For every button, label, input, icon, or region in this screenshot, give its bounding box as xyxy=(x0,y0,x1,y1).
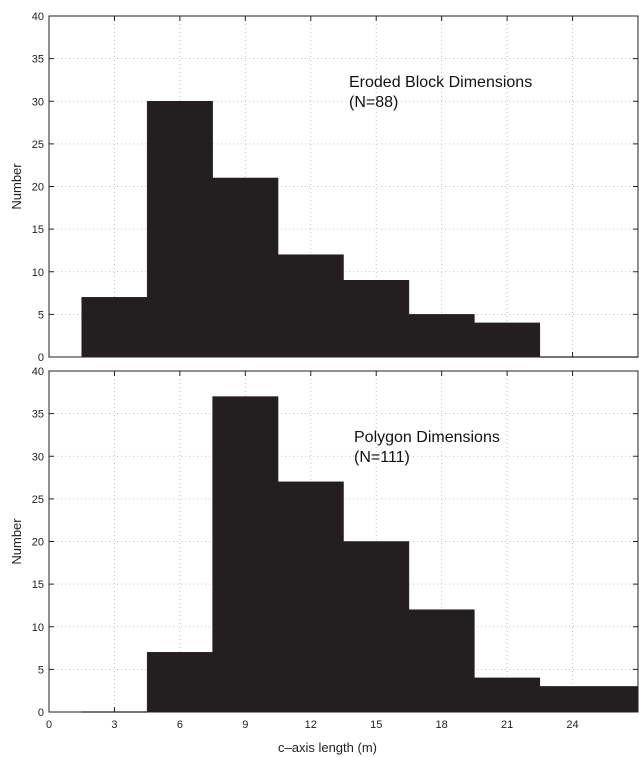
annotation-text: (N=88) xyxy=(349,94,398,111)
histogram-panel-1: 0 5 10 15 20 25 30 35 40 Number Eroded Block Dimen… xyxy=(9,11,639,364)
histogram-bar xyxy=(474,677,541,713)
x-tick-label: 24 xyxy=(566,719,578,731)
y-tick-label: 25 xyxy=(32,494,44,506)
histogram-bar xyxy=(277,481,344,713)
histogram-bar xyxy=(146,652,213,713)
y-tick-label: 0 xyxy=(38,352,44,364)
histogram-bar xyxy=(605,686,639,713)
x-tick-label: 21 xyxy=(501,719,513,731)
y-tick-label: 40 xyxy=(32,11,44,23)
annotation-text: (N=111) xyxy=(354,449,410,466)
y-tick-label: 40 xyxy=(32,366,44,378)
y-tick-label: 20 xyxy=(32,537,44,549)
histogram-bar xyxy=(212,177,279,358)
histogram-bar xyxy=(277,254,344,358)
histogram-bar xyxy=(343,541,410,713)
histogram-bar xyxy=(81,297,148,358)
x-tick-label: 12 xyxy=(305,719,317,731)
y-tick-label: 15 xyxy=(32,224,44,236)
y-tick-label: 15 xyxy=(32,579,44,591)
y-tick-label: 10 xyxy=(32,267,44,279)
y-tick-label: 35 xyxy=(32,409,44,421)
y-tick-label: 30 xyxy=(32,96,44,108)
histogram-bar xyxy=(408,314,475,358)
x-axis-label: c–axis length (m) xyxy=(278,740,377,755)
histogram-bar xyxy=(474,322,541,358)
x-tick-label: 18 xyxy=(436,719,448,731)
histogram-bar xyxy=(146,101,213,358)
y-tick-label: 20 xyxy=(32,182,44,194)
annotation-text: Eroded Block Dimensions xyxy=(349,74,532,91)
histogram-bar xyxy=(408,609,475,713)
y-tick-label: 35 xyxy=(32,54,44,66)
y-tick-label: 25 xyxy=(32,139,44,151)
x-tick-label: 6 xyxy=(177,719,183,731)
x-tick-label: 15 xyxy=(370,719,382,731)
y-tick-label: 10 xyxy=(32,622,44,634)
histogram-panel-2: 0 5 10 15 20 25 30 35 40 0 3 6 9 12 15 18 21 24 Number c–ax… xyxy=(9,366,639,755)
y-tick-label: 5 xyxy=(38,664,44,676)
histogram-bar xyxy=(212,396,279,713)
y-tick-label: 5 xyxy=(38,309,44,321)
y-axis-label: Number xyxy=(9,518,24,565)
x-tick-label: 0 xyxy=(46,719,52,731)
x-tick-label: 3 xyxy=(111,719,117,731)
y-tick-label: 30 xyxy=(32,451,44,463)
histogram-bar xyxy=(343,280,410,358)
y-axis-label: Number xyxy=(9,163,24,210)
y-tick-label: 0 xyxy=(38,707,44,719)
annotation-text: Polygon Dimensions xyxy=(354,429,500,446)
x-tick-label: 9 xyxy=(242,719,248,731)
